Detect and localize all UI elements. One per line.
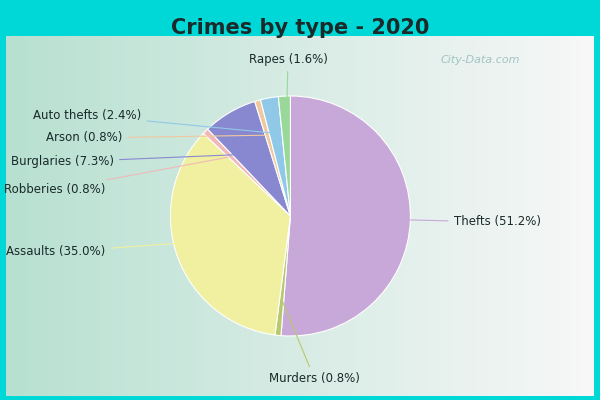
Wedge shape [170,133,290,335]
Text: Arson (0.8%): Arson (0.8%) [46,132,265,144]
Wedge shape [260,97,290,216]
Text: Robberies (0.8%): Robberies (0.8%) [4,157,228,196]
Wedge shape [278,96,290,216]
Wedge shape [275,216,290,336]
Text: City-Data.com: City-Data.com [440,55,520,65]
Text: Assaults (35.0%): Assaults (35.0%) [7,240,220,258]
Text: Murders (0.8%): Murders (0.8%) [269,302,360,385]
Wedge shape [281,96,410,336]
Text: Rapes (1.6%): Rapes (1.6%) [248,53,328,129]
Text: Crimes by type - 2020: Crimes by type - 2020 [171,18,429,38]
Wedge shape [255,100,290,216]
Text: Auto thefts (2.4%): Auto thefts (2.4%) [34,109,273,133]
Wedge shape [208,102,290,216]
Text: Burglaries (7.3%): Burglaries (7.3%) [11,154,251,168]
Text: Thefts (51.2%): Thefts (51.2%) [365,216,541,228]
Wedge shape [203,129,290,216]
